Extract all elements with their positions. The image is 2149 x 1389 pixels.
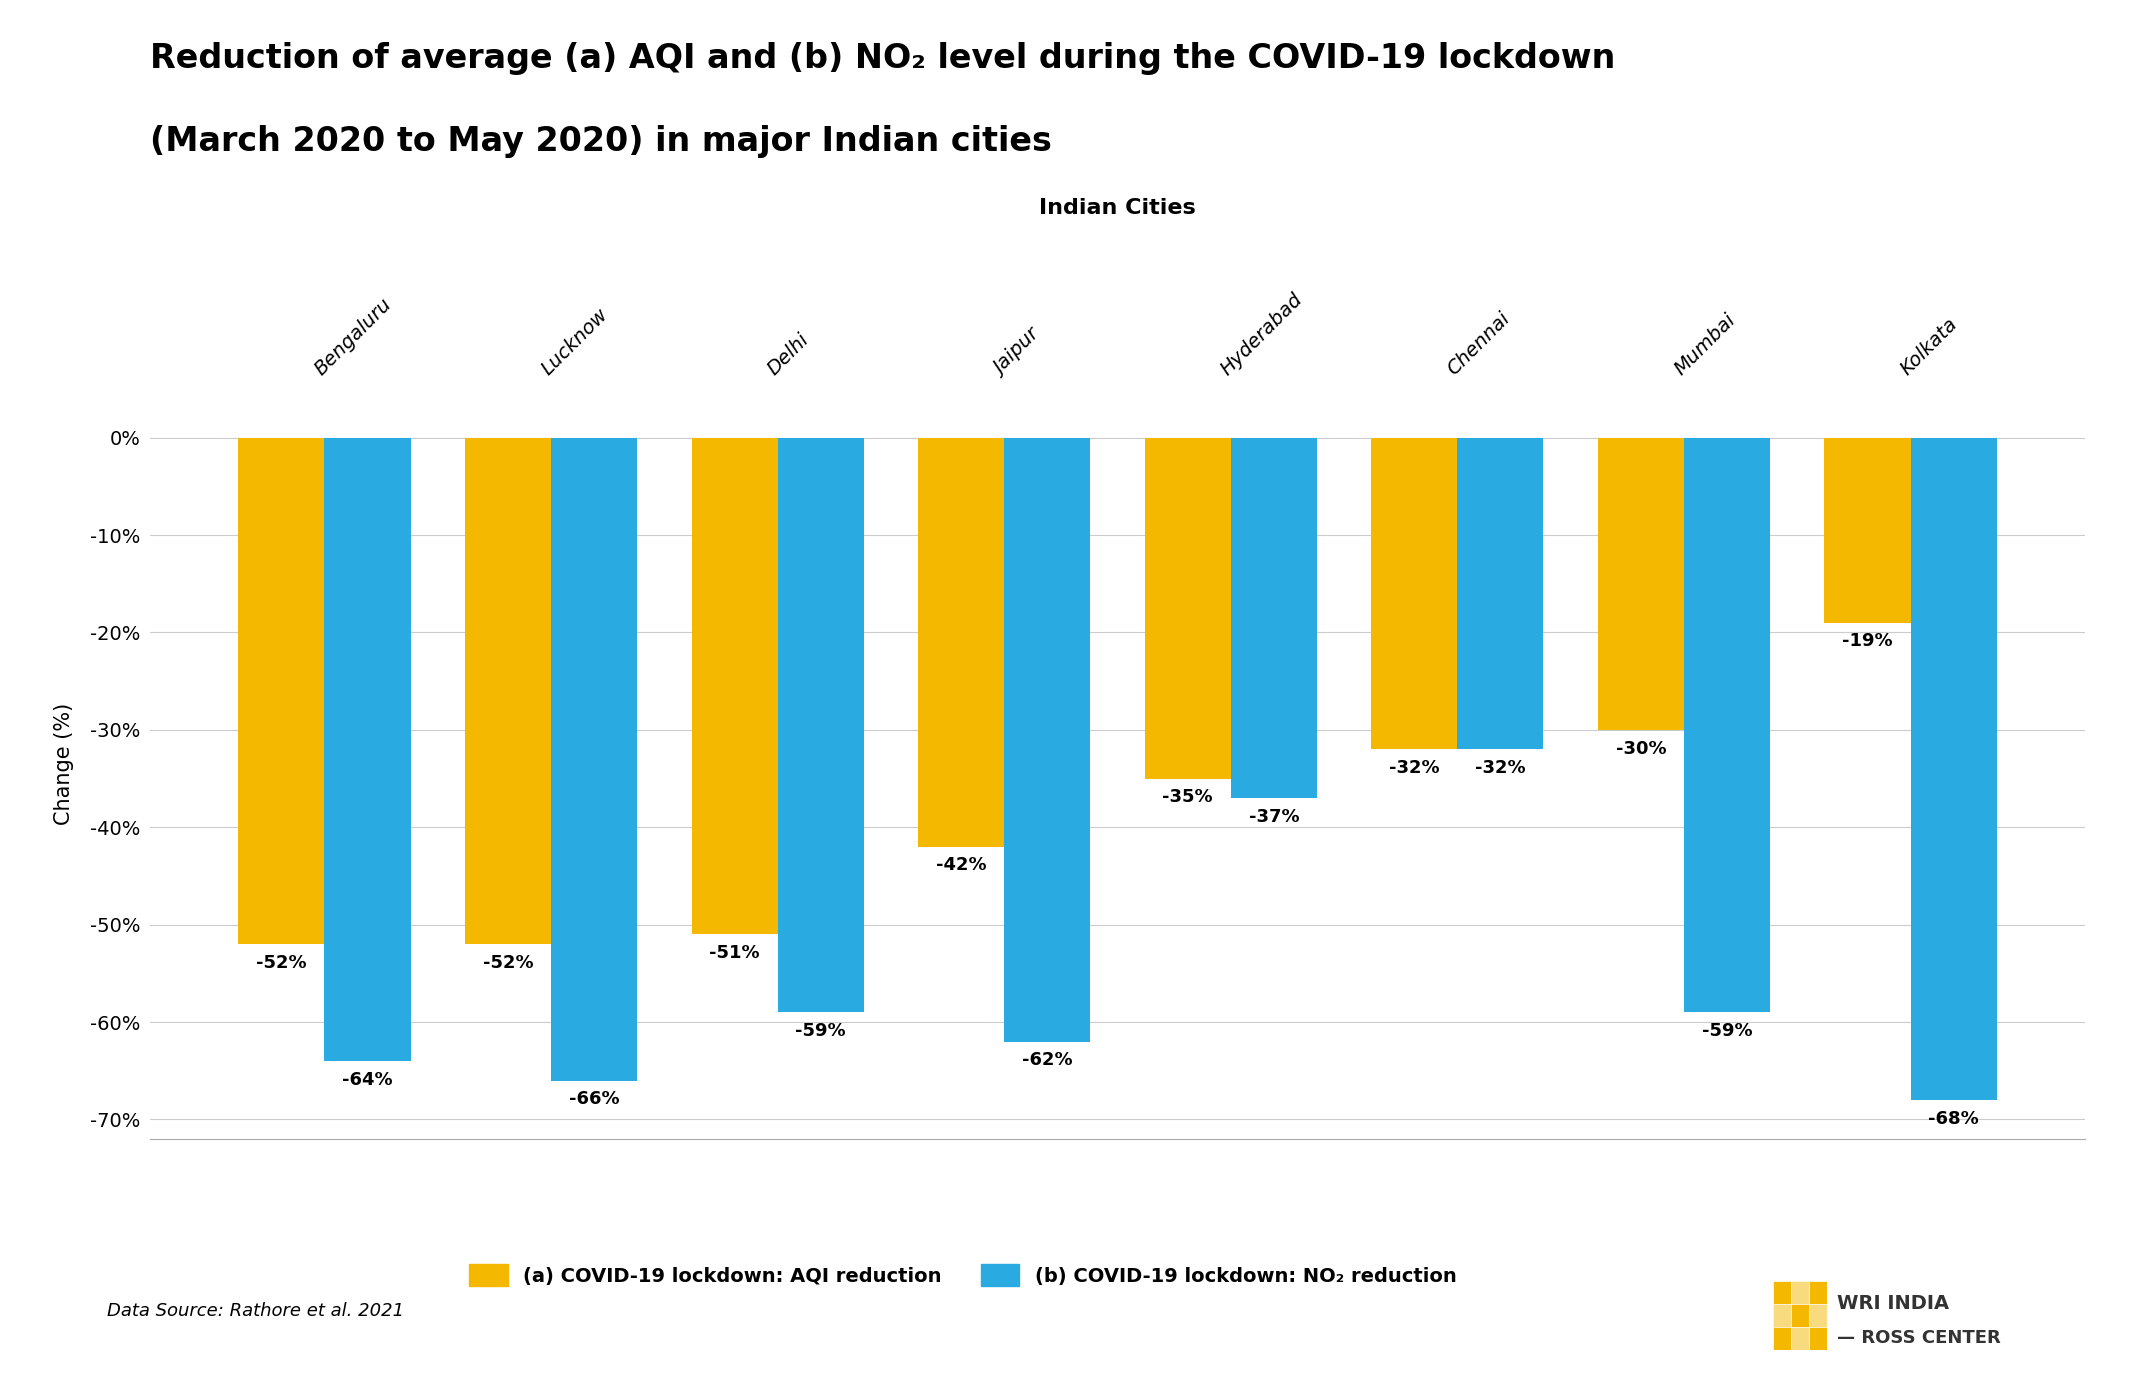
Text: Data Source: Rathore et al. 2021: Data Source: Rathore et al. 2021	[107, 1301, 404, 1320]
Bar	[1790, 1281, 1809, 1304]
Bar	[1773, 1304, 1790, 1326]
Legend: (a) COVID-19 lockdown: AQI reduction, (b) COVID-19 lockdown: NO₂ reduction: (a) COVID-19 lockdown: AQI reduction, (b…	[460, 1256, 1466, 1295]
Bar	[1371, 438, 1457, 749]
Bar	[1809, 1304, 1827, 1326]
Text: -68%: -68%	[1928, 1110, 1979, 1128]
Text: -59%: -59%	[795, 1022, 847, 1040]
Text: -52%: -52%	[256, 954, 307, 972]
Text: Reduction of average (a) AQI and (b) NO₂ level during the COVID-19 lockdown: Reduction of average (a) AQI and (b) NO₂…	[150, 42, 1616, 75]
Text: -59%: -59%	[1702, 1022, 1751, 1040]
Bar	[1773, 1281, 1790, 1304]
Bar	[1004, 438, 1090, 1042]
Bar	[550, 438, 636, 1081]
Text: -37%: -37%	[1249, 808, 1300, 826]
Bar	[1231, 438, 1317, 799]
Y-axis label: Change (%): Change (%)	[54, 703, 73, 825]
Bar	[1790, 1304, 1809, 1326]
Text: -64%: -64%	[342, 1071, 393, 1089]
Text: -42%: -42%	[935, 857, 986, 875]
Text: -19%: -19%	[1842, 632, 1893, 650]
Bar	[1790, 1326, 1809, 1350]
Bar	[1809, 1326, 1827, 1350]
Text: -35%: -35%	[1163, 789, 1212, 806]
Bar	[1825, 438, 1910, 622]
Bar	[1145, 438, 1231, 779]
Text: -32%: -32%	[1474, 758, 1526, 776]
Bar	[1910, 438, 1996, 1100]
Bar	[324, 438, 410, 1061]
Bar	[918, 438, 1004, 847]
Bar	[1809, 1281, 1827, 1304]
Bar	[1685, 438, 1771, 1013]
Bar	[1599, 438, 1685, 729]
Bar	[239, 438, 324, 945]
X-axis label: Indian Cities: Indian Cities	[1040, 197, 1195, 218]
Text: -32%: -32%	[1388, 758, 1440, 776]
Text: -62%: -62%	[1023, 1051, 1072, 1070]
Bar	[1457, 438, 1543, 749]
Bar	[1773, 1326, 1790, 1350]
Bar	[778, 438, 864, 1013]
Bar	[692, 438, 778, 935]
Text: -30%: -30%	[1616, 739, 1665, 757]
Text: -66%: -66%	[569, 1090, 619, 1108]
Text: WRI INDIA: WRI INDIA	[1837, 1293, 1949, 1313]
Bar	[464, 438, 550, 945]
Text: — ROSS CENTER: — ROSS CENTER	[1837, 1329, 2001, 1347]
Text: -52%: -52%	[484, 954, 533, 972]
Text: -51%: -51%	[709, 945, 761, 963]
Text: (March 2020 to May 2020) in major Indian cities: (March 2020 to May 2020) in major Indian…	[150, 125, 1053, 158]
